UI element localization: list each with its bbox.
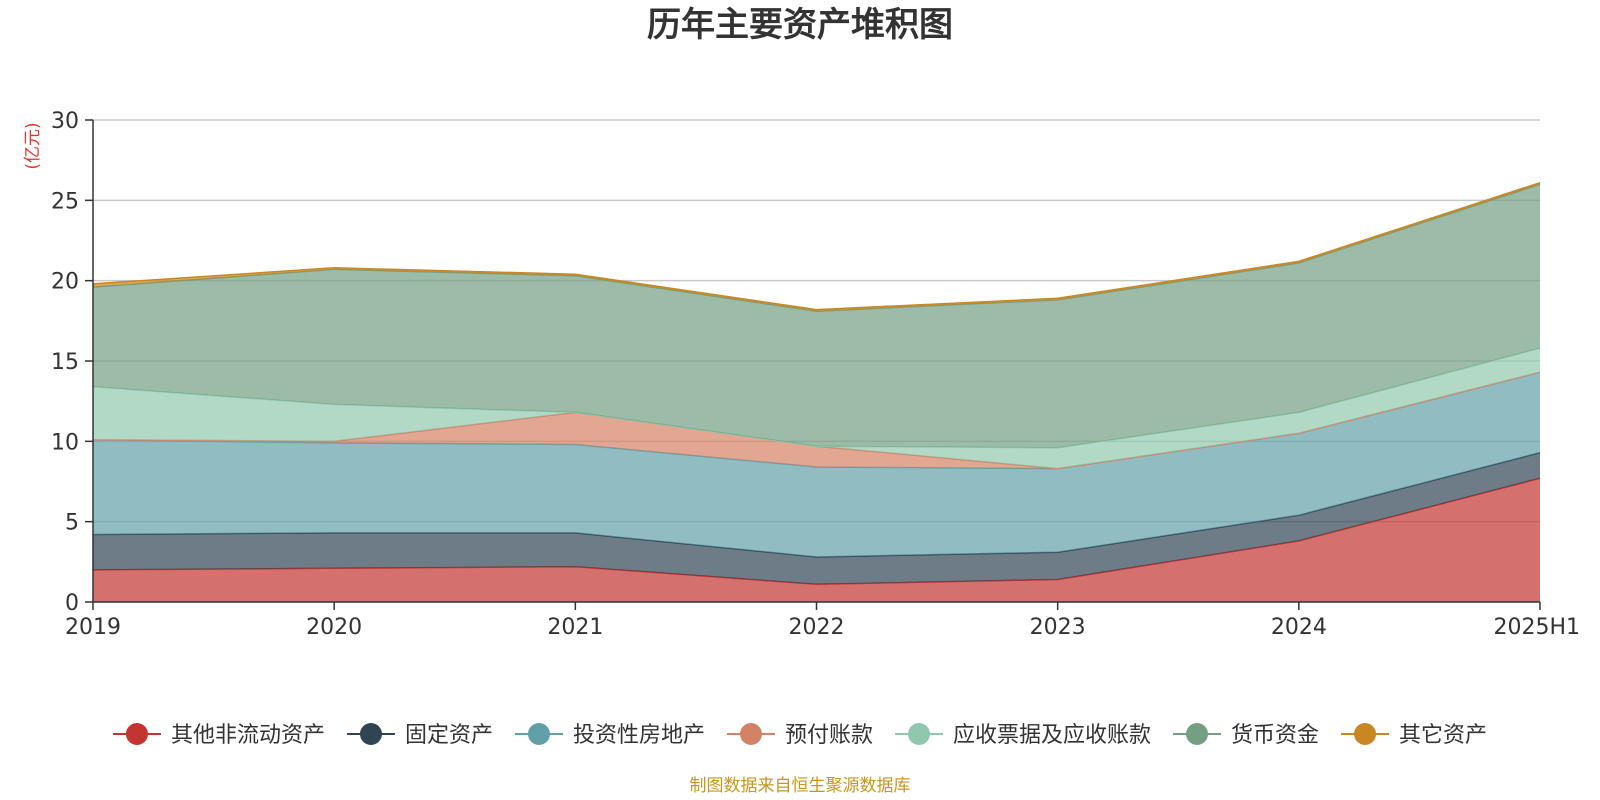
y-axis-unit-label: (亿元) xyxy=(23,122,43,169)
legend-marker-dot xyxy=(125,723,148,745)
area-4 xyxy=(93,348,1540,469)
legend-label: 应收票据及应收账款 xyxy=(953,723,1151,748)
y-tick-label: 20 xyxy=(51,270,79,295)
legend-marker-dot xyxy=(739,723,762,745)
y-tick-label: 25 xyxy=(51,189,79,214)
legend-item-5[interactable]: 货币资金 xyxy=(1173,723,1319,748)
y-tick-label: 0 xyxy=(65,591,79,616)
legend-item-2[interactable]: 投资性房地产 xyxy=(514,723,705,748)
legend-label: 投资性房地产 xyxy=(573,723,705,748)
legend: 其他非流动资产 固定资产 投资性房地产 预付账款 应收票据及应收账款 货币资金 其它资产 xyxy=(112,723,1487,748)
legend-item-4[interactable]: 应收票据及应收账款 xyxy=(895,723,1151,748)
legend-item-1[interactable]: 固定资产 xyxy=(346,723,493,748)
legend-label: 预付账款 xyxy=(785,723,873,748)
legend-marker-dot xyxy=(359,723,382,745)
legend-item-3[interactable]: 预付账款 xyxy=(726,723,873,748)
area-5 xyxy=(93,184,1540,448)
legend-item-6[interactable]: 其它资产 xyxy=(1341,723,1487,748)
area-2 xyxy=(93,372,1540,557)
legend-label: 货币资金 xyxy=(1231,723,1319,748)
y-tick-label: 15 xyxy=(51,350,79,375)
area-series xyxy=(92,181,1541,602)
legend-label: 固定资产 xyxy=(405,723,493,748)
axes: 0 5 10 15 20 25 30 2019 2020 2021 2022 2023 2024 2025… xyxy=(51,109,1580,640)
x-tick-label: 2020 xyxy=(306,615,362,640)
y-tick-label: 5 xyxy=(65,511,79,536)
area-line-6 xyxy=(92,181,1541,311)
chart-title: 历年主要资产堆积图 xyxy=(647,5,953,45)
source-note: 制图数据来自恒生聚源数据库 xyxy=(690,776,911,796)
area-0 xyxy=(93,478,1540,602)
legend-marker-dot xyxy=(1354,723,1377,745)
legend-label: 其他非流动资产 xyxy=(171,723,325,748)
x-tick-label: 2023 xyxy=(1030,615,1086,640)
x-tick-label: 2022 xyxy=(789,615,845,640)
area-3 xyxy=(93,372,1540,469)
y-tick-label: 30 xyxy=(51,109,79,134)
legend-marker-dot xyxy=(908,723,931,745)
x-tick-label: 2025H1 xyxy=(1493,615,1580,640)
legend-item-0[interactable]: 其他非流动资产 xyxy=(112,723,325,748)
legend-marker-dot xyxy=(527,723,550,745)
x-tick-label: 2019 xyxy=(65,615,121,640)
legend-label: 其它资产 xyxy=(1399,723,1487,748)
x-tick-label: 2024 xyxy=(1271,615,1327,640)
x-tick-label: 2021 xyxy=(547,615,603,640)
y-tick-label: 10 xyxy=(51,430,79,455)
area-1 xyxy=(93,452,1540,585)
legend-marker-dot xyxy=(1186,723,1209,745)
